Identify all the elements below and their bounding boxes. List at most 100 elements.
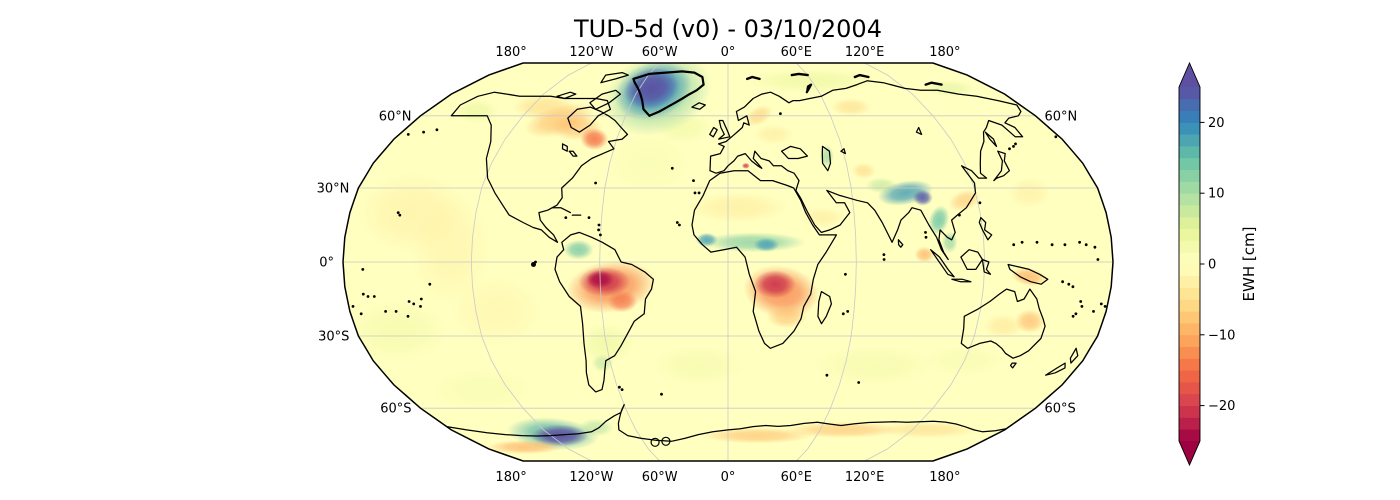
- colorbar-tick-label: 0: [1208, 258, 1216, 273]
- coastline-black-sea: [780, 145, 809, 160]
- island-dot: [422, 130, 425, 134]
- island-dot: [1054, 135, 1058, 139]
- island-dot: [1080, 305, 1084, 308]
- colorbar-segment: [1179, 87, 1200, 100]
- lon-tick-label-bottom: 180°: [929, 470, 960, 485]
- anomaly-colombia-teal: [563, 239, 594, 260]
- island-dot: [435, 128, 439, 132]
- colorbar-segment: [1179, 287, 1200, 300]
- coastline-sumatra: [930, 249, 955, 278]
- anomaly-patagonia-teal: [591, 354, 614, 373]
- anomaly-sahel-core-e: [753, 237, 780, 252]
- island-dot: [1008, 147, 1011, 151]
- island-dot: [1071, 285, 1075, 289]
- coastline-south-america: [554, 231, 655, 393]
- island-dot: [1035, 240, 1039, 244]
- antarctic-island-1: [650, 437, 660, 447]
- lat-tick-label-left: 30°N: [317, 182, 350, 197]
- island-dot: [675, 221, 679, 224]
- island-dot: [407, 300, 411, 303]
- coastline-java: [951, 278, 972, 283]
- colorbar-tick-label: −10: [1208, 328, 1235, 343]
- colorbar-segment: [1179, 429, 1200, 442]
- colorbar-segment: [1179, 134, 1200, 147]
- coastline-ireland: [709, 126, 718, 138]
- island-dot: [924, 235, 928, 239]
- coastline-sri-lanka: [897, 239, 904, 248]
- island-dot: [1012, 243, 1016, 247]
- antarctic-island-2: [661, 436, 671, 446]
- island-dot: [419, 297, 423, 301]
- lon-tick-label-bottom: 60°W: [642, 470, 678, 485]
- anomaly-tyrrhenian-red-dot: [741, 162, 750, 169]
- island-dot: [531, 262, 536, 267]
- lon-tick-label-top: 60°W: [642, 45, 678, 60]
- island-dot: [670, 166, 674, 170]
- anomaly-natlantic-green2: [609, 133, 690, 194]
- island-dot: [882, 253, 886, 256]
- coastline-eurasia: [709, 80, 1024, 261]
- colorbar-segment: [1179, 228, 1200, 241]
- island-dot: [857, 381, 861, 384]
- lon-tick-label-bottom: 120°E: [845, 470, 885, 485]
- island-dot: [620, 388, 624, 391]
- colorbar-segment: [1179, 98, 1200, 111]
- colorbar-tick-label: −20: [1208, 399, 1235, 414]
- colorbar-segment: [1179, 405, 1200, 418]
- anomaly-sechina-orange: [948, 189, 982, 212]
- anomaly-peninsula-teal: [577, 418, 614, 437]
- island-dot: [359, 312, 363, 316]
- island-dot: [978, 201, 982, 205]
- colorbar-segment: [1179, 358, 1200, 371]
- island-dot: [419, 305, 422, 308]
- colorbar-segment: [1179, 299, 1200, 312]
- colorbar-segment: [1179, 157, 1200, 170]
- coastline-madagascar: [817, 290, 833, 325]
- anomaly-spacific-green2: [431, 369, 532, 410]
- island-dot: [1014, 142, 1017, 146]
- colorbar-segment: [1179, 193, 1200, 206]
- colorbar: 20 10 0 −10 −20: [1178, 61, 1235, 467]
- coastline-new-guinea: [1007, 263, 1049, 285]
- anomaly-amazon-se: [607, 290, 638, 313]
- coastline-svalbard: [746, 75, 761, 81]
- coastline-caspian-sea: [821, 145, 832, 172]
- lon-tick-label-bottom: 0°: [721, 470, 736, 485]
- island-dot: [1067, 282, 1071, 286]
- island-dot: [599, 233, 602, 237]
- island-dot: [1020, 240, 1024, 244]
- island-dot: [534, 260, 537, 264]
- axis-tick-labels: 60°N 60°N 30°N 0° 30°S 60°S 60°S 180° 180° 120°W 1…: [317, 45, 1078, 485]
- lon-tick-label-top: 60°E: [781, 45, 812, 60]
- coastline-antarctica: [446, 404, 1007, 442]
- lat-tick-label-right: 60°S: [1045, 402, 1076, 417]
- colorbar-segment: [1179, 311, 1200, 324]
- coastline-severnaya-zemlya: [853, 73, 870, 79]
- colorbar-tick-label: 20: [1208, 116, 1225, 131]
- coastline-new-siberian: [924, 81, 943, 86]
- anomaly-nicobar-orange: [914, 246, 935, 263]
- island-dot: [1074, 312, 1078, 316]
- anomaly-centralaus-weak: [983, 314, 1024, 339]
- coastline-africa: [691, 170, 838, 349]
- coastline-tasmania: [1009, 362, 1017, 369]
- island-dot: [844, 272, 847, 276]
- anomaly-epacific-tint: [410, 194, 491, 305]
- island-dot: [1092, 310, 1095, 313]
- colorbar-segment: [1179, 122, 1200, 135]
- anomaly-satlantic-green: [653, 345, 744, 386]
- graticule-meridian: [599, 63, 660, 461]
- island-dot: [1061, 280, 1064, 284]
- colorbar-segment: [1179, 275, 1200, 288]
- island-dot: [1012, 145, 1015, 148]
- colorbar-arrow-bottom: [1179, 441, 1200, 465]
- coastline-victoria-island: [556, 91, 577, 100]
- coastline-iceland: [691, 102, 706, 110]
- anomaly-assam-core: [912, 189, 933, 206]
- island-dot: [594, 181, 597, 185]
- island-dot: [412, 302, 416, 306]
- island-dot: [924, 231, 927, 234]
- coastline-great-lakes-east: [568, 150, 578, 157]
